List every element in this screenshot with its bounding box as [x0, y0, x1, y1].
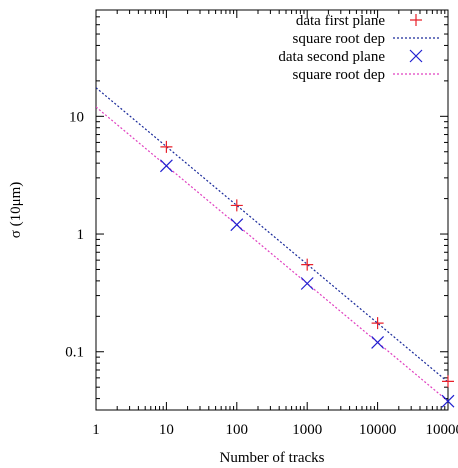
plot-frame — [95, 9, 449, 411]
tick-labels: 1 10 100 1000 10000 100000 0.1 1 10 — [65, 109, 458, 438]
series-points — [159, 140, 455, 408]
x-tick-label: 1000 — [292, 422, 322, 438]
data-point-2 — [300, 277, 314, 290]
legend: data first plane square root dep data seco… — [278, 13, 440, 83]
x-tick-label: 10 — [159, 422, 174, 438]
y-tick-label: 1 — [77, 227, 85, 243]
x-tick-label: 10000 — [359, 422, 397, 438]
legend-label: square root dep — [293, 31, 385, 47]
legend-swatch — [409, 49, 423, 63]
legend-label: data first plane — [296, 13, 385, 29]
axis-ticks — [95, 9, 449, 410]
x-tick-label: 1 — [92, 422, 100, 438]
x-axis-label: Number of tracks — [220, 450, 325, 466]
x-tick-label: 100000 — [426, 422, 458, 438]
y-axis-label: σ (10μm) — [8, 182, 24, 239]
fit-line-1 — [96, 87, 448, 383]
series-lines — [96, 87, 448, 402]
data-point-2 — [159, 159, 173, 173]
data-point-0 — [230, 199, 243, 212]
data-point-0 — [442, 375, 454, 388]
data-point-0 — [371, 317, 384, 330]
legend-label: square root dep — [293, 67, 385, 83]
y-tick-label: 0.1 — [65, 345, 84, 361]
y-tick-label: 10 — [69, 109, 84, 125]
data-point-2 — [230, 218, 244, 232]
x-tick-label: 100 — [226, 422, 249, 438]
data-point-2 — [441, 394, 455, 408]
legend-label: data second plane — [278, 49, 385, 65]
data-point-2 — [371, 336, 385, 349]
data-point-0 — [160, 140, 173, 153]
data-point-0 — [301, 258, 314, 271]
fit-line-3 — [96, 106, 448, 402]
legend-swatch — [410, 14, 422, 26]
